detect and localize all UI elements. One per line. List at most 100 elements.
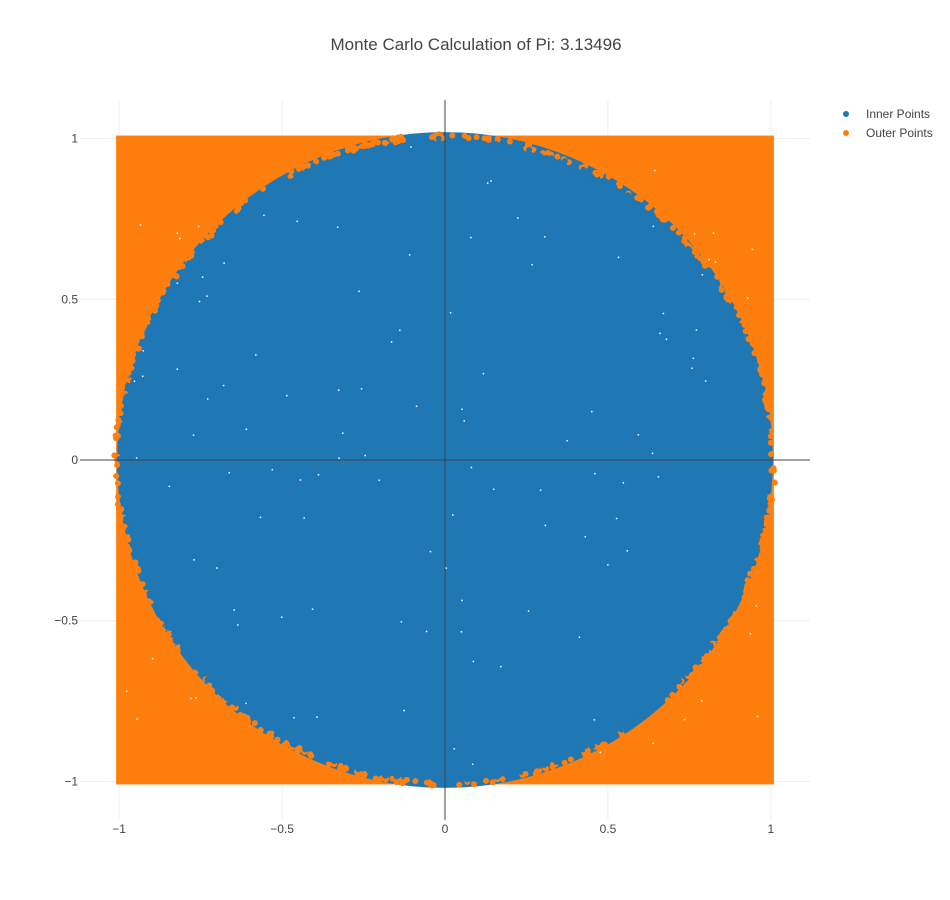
scatter-point [703, 652, 710, 659]
scatter-point [226, 222, 233, 229]
scatter-point [600, 734, 607, 741]
scatter-point [372, 775, 379, 782]
scatter-point [412, 778, 419, 785]
scatter-point [391, 143, 398, 150]
point-gap [135, 457, 138, 459]
scatter-point [736, 589, 743, 596]
scatter-point [142, 573, 149, 580]
point-gap [486, 182, 489, 184]
scatter-point [259, 185, 266, 192]
point-gap [460, 630, 463, 633]
scatter-point [706, 261, 713, 268]
scatter-point [342, 758, 349, 765]
scatter-point [617, 183, 624, 190]
scatter-point [534, 768, 541, 775]
scatter-point [165, 288, 172, 295]
scatter-point [171, 279, 178, 286]
scatter-point [741, 594, 748, 601]
point-gap [296, 220, 299, 223]
scatter-point [747, 570, 754, 577]
point-gap [358, 290, 360, 293]
zero-lines [80, 100, 810, 820]
legend[interactable]: Inner Points Outer Points [843, 107, 933, 140]
scatter-point [115, 417, 122, 424]
scatter-point [730, 601, 737, 608]
point-gap [293, 716, 295, 719]
scatter-point [316, 748, 323, 755]
scatter-point [353, 145, 360, 152]
scatter-point [654, 218, 661, 225]
point-gap [198, 300, 201, 303]
x-tick-label: 0.5 [600, 822, 617, 836]
point-gap [665, 338, 668, 341]
scatter-point [120, 487, 127, 494]
scatter-point [744, 577, 751, 584]
point-gap [492, 488, 495, 491]
scatter-point [430, 775, 437, 782]
point-gap [469, 236, 472, 239]
scatter-point [506, 138, 513, 145]
scatter-point [464, 776, 471, 783]
scatter-point [714, 273, 721, 280]
scatter-point [724, 302, 731, 309]
scatter-point [221, 226, 228, 233]
point-gap [606, 563, 609, 566]
scatter-point [299, 172, 306, 179]
y-tick-label: −1 [64, 774, 78, 788]
scatter-point [764, 423, 771, 430]
point-gap [151, 657, 154, 660]
scatter-point [245, 718, 252, 725]
legend-marker-inner [843, 111, 849, 117]
legend-item-inner-points[interactable]: Inner Points [843, 107, 930, 121]
scatter-point [229, 704, 236, 711]
point-gap [236, 624, 239, 626]
scatter-point [654, 699, 661, 706]
scatter-point [628, 198, 635, 205]
y-tick-label: 1 [71, 132, 78, 146]
scatter-point [567, 164, 574, 171]
point-gap [195, 696, 197, 699]
scatter-point [243, 204, 250, 211]
point-gap [708, 258, 711, 261]
x-axis-ticks: −1 −0.5 0 0.5 1 [112, 822, 774, 836]
point-gap [470, 466, 473, 469]
point-gap [245, 428, 248, 431]
scatter-point [522, 770, 529, 777]
scatter-point [731, 315, 738, 322]
scatter-point [673, 234, 680, 241]
scatter-point [130, 535, 137, 542]
scatter-point [165, 631, 172, 638]
scatter-point [754, 533, 761, 540]
scatter-point [701, 262, 708, 269]
scatter-point [582, 742, 589, 749]
scatter-point [386, 143, 393, 150]
scatter-point [548, 155, 555, 162]
scatter-point [443, 777, 450, 784]
point-gap [626, 549, 629, 552]
point-gap [590, 410, 593, 413]
scatter-point [261, 194, 268, 201]
point-gap [755, 604, 758, 607]
scatter-point [305, 162, 312, 169]
scatter-point [457, 138, 464, 145]
scatter-point [746, 336, 753, 343]
point-gap [746, 297, 749, 300]
scatter-point [716, 634, 723, 641]
scatter-point [605, 173, 612, 180]
point-gap [653, 169, 656, 172]
scatter-point [691, 257, 698, 264]
scatter-point [361, 771, 368, 778]
scatter-point [116, 467, 123, 474]
scatter-point [636, 205, 643, 212]
point-gap [176, 282, 179, 285]
scatter-point [475, 772, 482, 779]
scatter-point [129, 358, 136, 365]
scatter-point [274, 730, 281, 737]
scatter-point [637, 712, 644, 719]
scatter-point [156, 610, 163, 617]
scatter-point [124, 393, 131, 400]
point-gap [317, 473, 320, 476]
scatter-point [130, 351, 137, 358]
legend-item-outer-points[interactable]: Outer Points [843, 126, 933, 140]
scatter-point [209, 688, 216, 695]
